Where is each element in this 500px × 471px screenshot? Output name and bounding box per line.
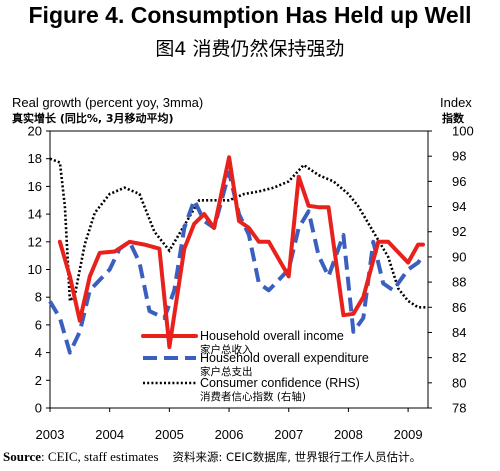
legend-item-expenditure-label: Household overall expenditure: [200, 351, 369, 365]
legend-item-income-label-cn: 家户总收入: [200, 343, 253, 356]
x-tick-label: 2009: [394, 427, 423, 442]
left-tick-label: 8: [35, 290, 42, 305]
source-note: Source: CEIC, staff estimates 资料来源: CEIC数…: [3, 449, 421, 465]
left-tick-label: 16: [28, 179, 42, 194]
right-tick-label: 84: [452, 325, 466, 340]
x-tick-label: 2004: [95, 427, 124, 442]
right-axis-label-cn: 指数: [442, 112, 464, 125]
left-tick-label: 2: [35, 373, 42, 388]
source-text-cn: 资料来源: CEIC数据库, 世界银行工作人员估计。: [172, 450, 422, 464]
legend-item-expenditure-label-cn: 家户总支出: [200, 365, 253, 378]
x-tick-label: 2003: [36, 427, 65, 442]
right-tick-label: 90: [452, 249, 466, 264]
legend-item-income-label: Household overall income: [200, 329, 344, 343]
right-tick-label: 94: [452, 199, 466, 214]
right-tick-label: 88: [452, 275, 466, 290]
left-tick-label: 18: [28, 151, 42, 166]
right-tick-label: 98: [452, 149, 466, 164]
right-tick-label: 92: [452, 224, 466, 239]
x-tick-label: 2005: [155, 427, 184, 442]
right-tick-label: 80: [452, 375, 466, 390]
right-tick-label: 96: [452, 174, 466, 189]
right-tick-label: 100: [452, 124, 474, 139]
left-axis-label-cn: 真实增长 (同比%, 3月移动平均): [12, 112, 174, 125]
x-tick-label: 2008: [334, 427, 363, 442]
chart-title: Figure 4. Consumption Has Held up Well: [28, 2, 472, 28]
right-tick-label: 78: [452, 401, 466, 416]
left-tick-label: 14: [28, 207, 42, 222]
left-tick-label: 0: [35, 401, 42, 416]
right-tick-label: 86: [452, 300, 466, 315]
right-tick-label: 82: [452, 350, 466, 365]
legend-item-confidence-label: Consumer confidence (RHS): [200, 376, 360, 390]
left-tick-label: 6: [35, 317, 42, 332]
source-label: Source: [3, 449, 42, 464]
chart-title-cn: 图4 消费仍然保持强劲: [155, 38, 345, 60]
series-line-2: [49, 157, 428, 309]
left-tick-label: 12: [28, 234, 42, 249]
left-axis-label: Real growth (percent yoy, 3mma): [12, 95, 204, 110]
right-axis-label: Index: [440, 95, 472, 110]
left-tick-label: 10: [28, 262, 42, 277]
series-line-0: [57, 155, 425, 350]
x-tick-label: 2006: [215, 427, 244, 442]
x-tick-label: 2007: [274, 427, 303, 442]
left-tick-label: 20: [28, 124, 42, 139]
legend-item-confidence-label-cn: 消费者信心指数 (右轴): [200, 390, 306, 403]
source-text: : CEIC, staff estimates: [41, 449, 159, 464]
left-tick-label: 4: [35, 345, 42, 360]
